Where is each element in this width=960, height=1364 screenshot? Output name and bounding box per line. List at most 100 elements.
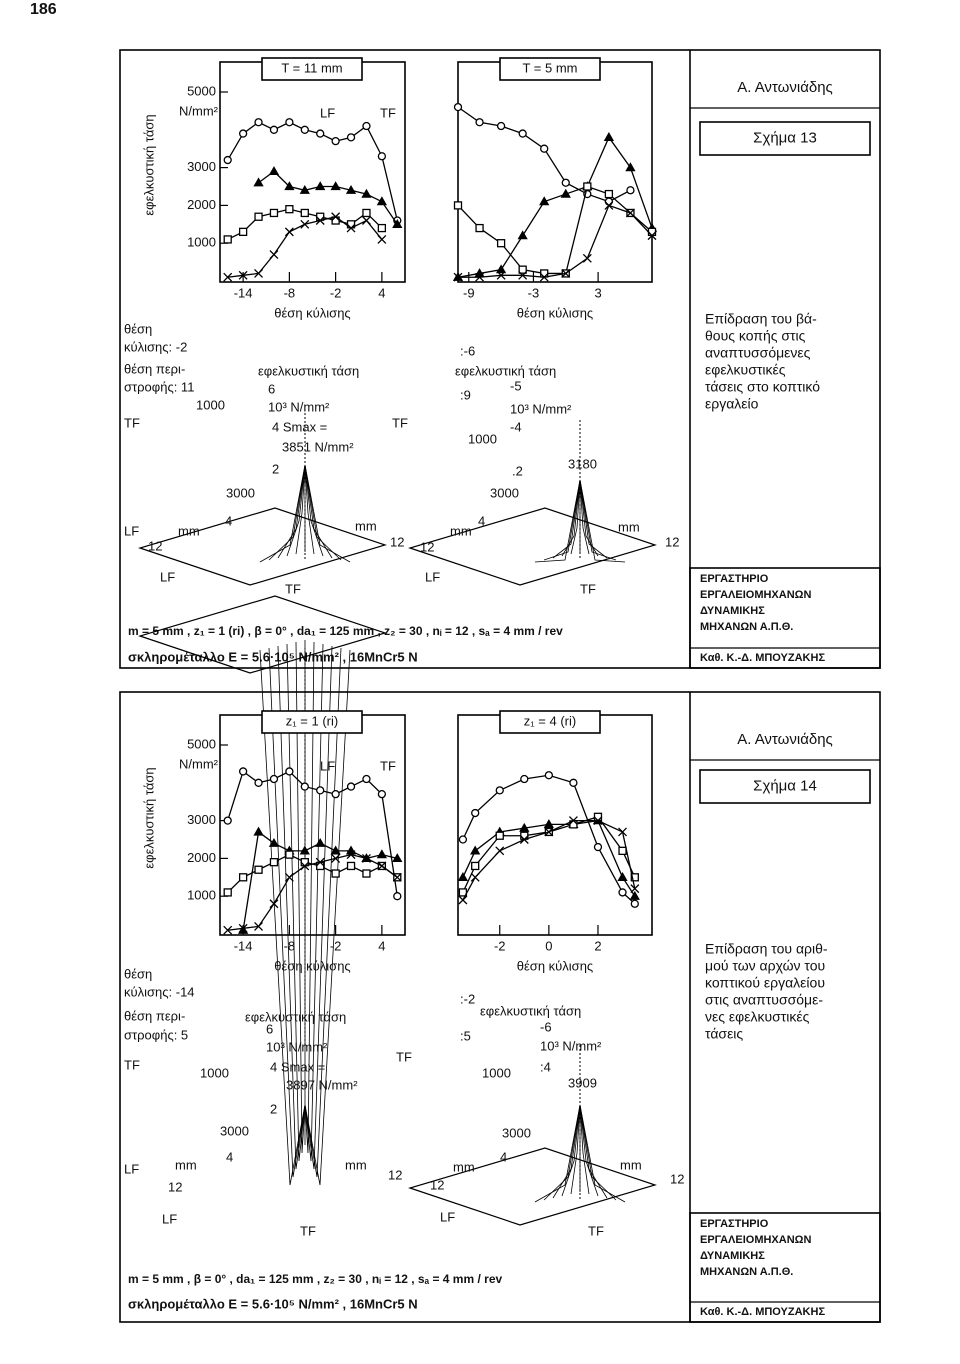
marker — [254, 268, 264, 278]
marker — [377, 861, 387, 871]
series-line — [227, 853, 398, 931]
marker — [284, 227, 294, 237]
marker — [330, 845, 341, 855]
surface-mesh — [579, 1104, 626, 1203]
annotation: 4 — [226, 1149, 233, 1164]
caption-line: νες εφελκυστικές — [705, 1009, 810, 1025]
x-tick-label: 4 — [378, 938, 385, 953]
x-tick-label: -9 — [463, 285, 475, 300]
chart-title: z₁ = 4 (ri) — [524, 713, 576, 728]
marker — [254, 921, 264, 931]
marker — [604, 197, 614, 206]
marker — [543, 819, 554, 829]
conditions: m = 5 mm , β = 0° , da₁ = 125 mm , z₂ = … — [128, 1272, 502, 1286]
marker — [346, 850, 356, 860]
series-line — [457, 106, 631, 203]
marker — [377, 223, 387, 233]
surface-mesh — [579, 479, 608, 559]
marker — [471, 861, 480, 871]
x-tick-label: -3 — [528, 285, 540, 300]
annotation: 4 — [478, 513, 485, 528]
figure-label: Σχήμα 14 — [753, 777, 817, 794]
marker — [496, 121, 506, 131]
marker — [519, 835, 529, 844]
annotation: θέση — [124, 321, 152, 336]
surface-mesh — [304, 649, 351, 1186]
surface-mesh — [268, 464, 306, 561]
annotation: 12 — [670, 1171, 684, 1186]
annotation: mm — [345, 1157, 367, 1172]
annotation: LF — [124, 1161, 139, 1176]
surface-mesh — [304, 645, 333, 1170]
annotation: mm — [355, 518, 377, 533]
marker — [254, 778, 263, 787]
marker — [618, 888, 627, 897]
marker — [316, 129, 325, 138]
series-line — [462, 774, 636, 905]
caption-line: μού των αρχών του — [705, 958, 825, 974]
x-axis-label: θέση κύλισης — [274, 958, 350, 973]
surface-mesh — [304, 643, 324, 1162]
marker — [254, 865, 263, 874]
marker — [629, 890, 640, 900]
annotation: στροφής: 5 — [124, 1027, 188, 1042]
caption-line: Επίδραση του αριθ- — [705, 941, 828, 957]
surface-mesh — [534, 479, 581, 563]
marker — [284, 181, 295, 191]
marker — [346, 133, 356, 142]
surface-mesh — [579, 479, 617, 561]
caption-line: εργαλείο — [705, 396, 759, 412]
y-tick-label: 2000 — [187, 850, 216, 865]
marker — [544, 771, 554, 780]
lab-line: ΔΥΝΑΜΙΚΗΣ — [700, 1250, 765, 1262]
annotation: 3897 N/mm² — [286, 1077, 358, 1092]
surface-mesh — [304, 647, 342, 1178]
annotation: mm — [178, 523, 200, 538]
marker — [362, 869, 371, 878]
caption-line: κοπτικού εργαλείου — [705, 975, 825, 991]
conditions: m = 5 mm , z₁ = 1 (ri) , β = 0° , da₁ = … — [128, 624, 563, 638]
annotation: 2 — [270, 1101, 277, 1116]
marker — [269, 774, 279, 784]
marker — [583, 182, 592, 191]
marker — [518, 265, 527, 274]
annotation: 4 Smax = — [272, 419, 327, 434]
annotation: LF — [160, 569, 175, 584]
marker — [453, 272, 463, 282]
marker — [300, 125, 309, 134]
annotation: 10³ N/mm² — [540, 1038, 602, 1053]
annotation: 2 — [272, 461, 279, 476]
annotation: :-6 — [460, 343, 475, 358]
legend-label: TF — [380, 105, 396, 120]
annotation: κύλισης: -14 — [124, 984, 195, 999]
surface-mesh — [579, 1104, 599, 1197]
marker — [540, 144, 549, 153]
marker — [316, 861, 325, 871]
chart-title-box — [261, 710, 363, 734]
annotation: εφελκυστική τάση — [258, 363, 359, 378]
marker — [495, 786, 504, 795]
marker — [285, 767, 294, 776]
surface-mesh — [579, 479, 599, 557]
annotation: .2 — [512, 463, 523, 478]
annotation: 4 Smax = — [270, 1059, 325, 1074]
marker — [269, 899, 279, 909]
marker — [496, 239, 506, 248]
plot-frame — [219, 61, 406, 283]
marker — [496, 270, 506, 280]
marker — [331, 869, 340, 878]
figure-label-box — [699, 769, 871, 804]
marker — [625, 162, 636, 172]
surface-mesh — [259, 464, 306, 563]
annotation: 1000 — [468, 431, 497, 446]
marker — [238, 129, 248, 138]
surface-mesh — [286, 464, 306, 557]
annotation: mm — [620, 1157, 642, 1172]
surface-mesh — [543, 479, 581, 561]
marker — [331, 212, 341, 222]
x-axis-label: θέση κύλισης — [517, 305, 593, 320]
x-tick-label: -8 — [284, 938, 296, 953]
annotation: TF — [392, 415, 408, 430]
x-tick-label: -14 — [234, 285, 253, 300]
annotation: mm — [450, 523, 472, 538]
